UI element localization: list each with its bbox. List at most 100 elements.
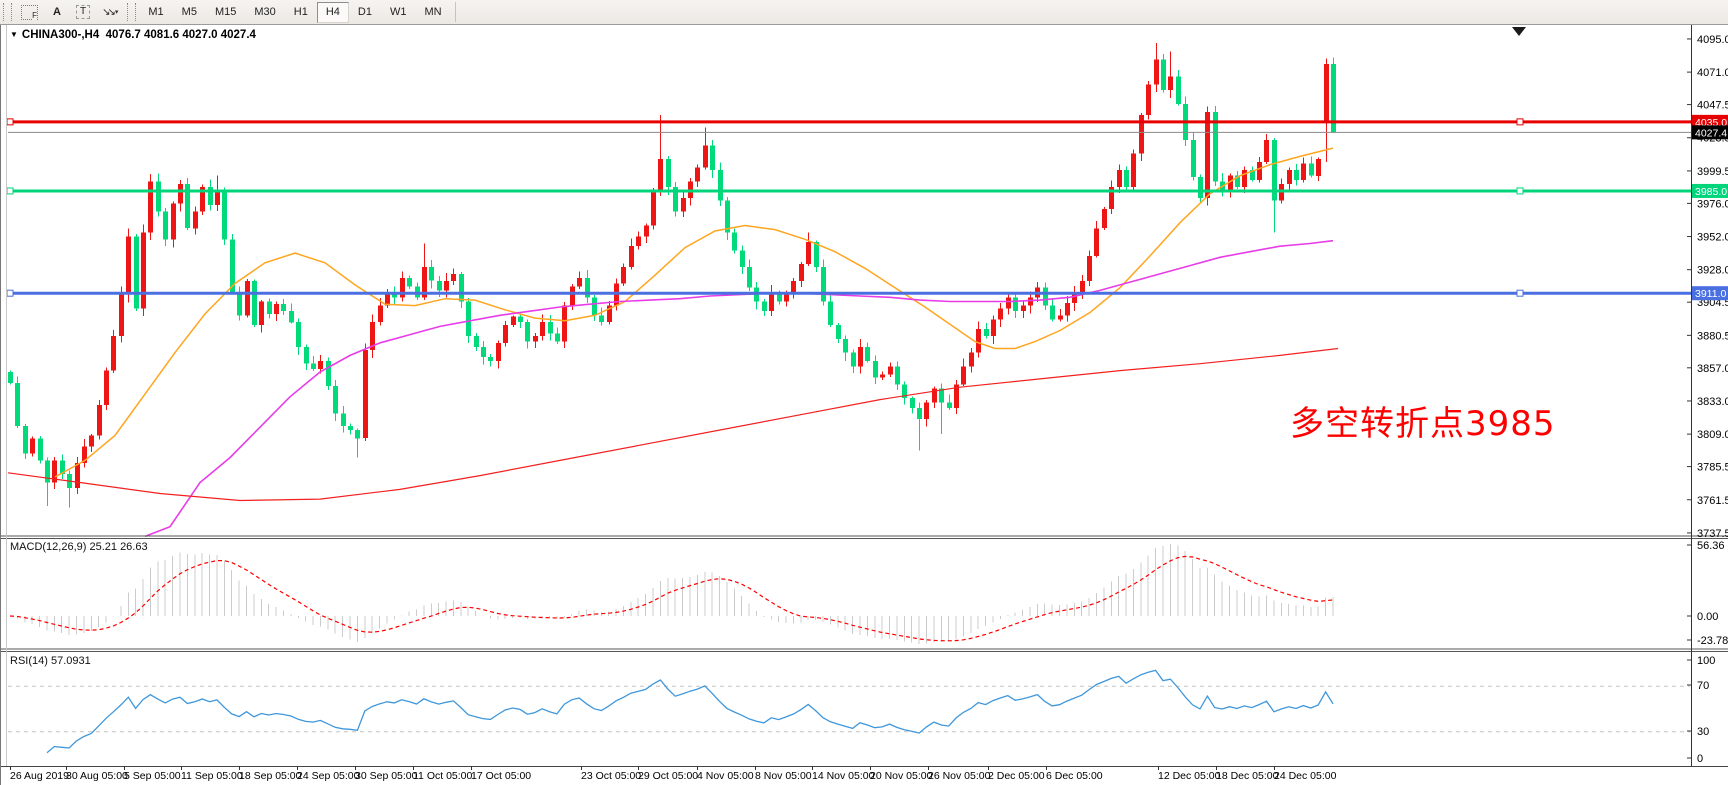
- time-tick-label: 29 Oct 05:00: [638, 770, 698, 782]
- timeframe-button-m1[interactable]: M1: [139, 2, 172, 23]
- rsi-panel[interactable]: [8, 652, 1690, 766]
- price-tick-label: 3833.0: [1697, 396, 1728, 408]
- time-tick-label: 30 Sep 05:00: [355, 770, 418, 782]
- price-tick-label: 3785.5: [1697, 462, 1728, 474]
- rsi-tick-label: 0: [1697, 753, 1703, 765]
- time-tick-label: 20 Nov 05:00: [870, 770, 933, 782]
- price-tick-label: 3952.0: [1697, 232, 1728, 244]
- time-tick-label: 11 Oct 05:00: [413, 770, 473, 782]
- shift-marker-icon[interactable]: [1512, 27, 1526, 36]
- toolbar-grip2[interactable]: [127, 3, 137, 21]
- hline-handle[interactable]: [1516, 289, 1524, 297]
- price-tick-label: 3809.0: [1697, 429, 1728, 441]
- hline-handle[interactable]: [1516, 118, 1524, 126]
- arrows-icon: ↘↘: [102, 6, 116, 18]
- chart-title: ▼ CHINA300-,H4 4076.7 4081.6 4027.0 4027.…: [10, 29, 256, 41]
- svg-text:4027.4: 4027.4: [1695, 127, 1727, 139]
- ma-slow-red-line: [7, 347, 1339, 502]
- ohlc-values: 4076.7 4081.6 4027.0 4027.4: [105, 29, 256, 41]
- time-tick-label: 24 Dec 05:00: [1274, 770, 1337, 782]
- price-badge-3911.0: 3911.0: [1692, 286, 1728, 301]
- rsi-value: 57.0931: [50, 655, 91, 667]
- rsi-line: [46, 669, 1334, 754]
- price-badge-4027.4: 4027.4: [1692, 125, 1728, 140]
- timeframe-button-mn[interactable]: MN: [415, 2, 450, 23]
- price-tick-label: 3976.0: [1697, 198, 1728, 210]
- time-axis[interactable]: [0, 766, 1728, 785]
- timeframe-button-m5[interactable]: M5: [173, 2, 206, 23]
- price-tick-label: 4071.0: [1697, 67, 1728, 79]
- price-badge-4035.0: 4035.0: [1692, 114, 1728, 129]
- svg-text:4035.0: 4035.0: [1695, 117, 1727, 129]
- chart-dropdown-arrow-icon[interactable]: ▼: [10, 30, 18, 39]
- timeframe-button-h4[interactable]: H4: [316, 1, 349, 23]
- price-tick-label: 3761.5: [1697, 495, 1728, 507]
- timeframe-button-m30[interactable]: M30: [245, 2, 284, 23]
- macd-name: MACD(12,26,9): [10, 541, 87, 553]
- price-tick-label: 3999.5: [1697, 166, 1728, 178]
- arrows-tool-button[interactable]: ↘↘ ▾: [97, 2, 123, 22]
- hline-handle[interactable]: [1516, 187, 1524, 195]
- rsi-tick-label: 70: [1697, 680, 1709, 692]
- rsi-tick-label: 30: [1697, 726, 1709, 738]
- svg-text:3985.0: 3985.0: [1695, 186, 1727, 198]
- macd-tick-label: 56.36: [1697, 540, 1725, 552]
- price-tick-label: 3928.0: [1697, 265, 1728, 277]
- timeframe-button-m15[interactable]: M15: [206, 2, 245, 23]
- time-tick-label: 17 Oct 05:00: [471, 770, 531, 782]
- price-tick-label: 3880.5: [1697, 330, 1728, 342]
- toolbar: F A T ↘↘ ▾ M1 M5 M15 M30 H1 H4 D1 W1 MN: [0, 0, 1728, 25]
- toolbar-separator: [454, 2, 456, 22]
- timeframe-button-h1[interactable]: H1: [285, 2, 317, 23]
- time-tick-label: 23 Oct 05:00: [581, 770, 641, 782]
- time-tick-label: 12 Dec 05:00: [1158, 770, 1221, 782]
- time-tick-label: 14 Nov 05:00: [812, 770, 875, 782]
- price-tick-label: 3737.5: [1697, 528, 1728, 540]
- timeframe-button-w1[interactable]: W1: [381, 2, 416, 23]
- price-tick-label: 3857.0: [1697, 363, 1728, 375]
- candles: [8, 43, 1336, 508]
- macd-indicator-label: MACD(12,26,9) 25.21 26.63: [10, 541, 148, 553]
- hline-handle[interactable]: [6, 187, 14, 195]
- text-label-tool-button[interactable]: T: [71, 2, 95, 22]
- price-axis[interactable]: [1691, 25, 1728, 766]
- time-tick-label: 4 Nov 05:00: [697, 770, 754, 782]
- price-tick-label: 4047.5: [1697, 100, 1728, 112]
- chart-grid-f-tool-button[interactable]: F: [16, 2, 43, 22]
- hline-handle[interactable]: [6, 289, 14, 297]
- font-a-icon[interactable]: A: [45, 2, 69, 22]
- timeframe-button-d1[interactable]: D1: [349, 2, 381, 23]
- time-tick-label: 11 Sep 05:00: [181, 770, 243, 782]
- time-tick-label: 26 Nov 05:00: [928, 770, 991, 782]
- timeframe-toolbar: M1 M5 M15 M30 H1 H4 D1 W1 MN: [139, 1, 450, 23]
- macd-tick-label: 0.00: [1697, 611, 1718, 623]
- grid-f-icon: F: [21, 4, 38, 20]
- svg-text:3911.0: 3911.0: [1695, 288, 1726, 300]
- time-tick-label: 6 Dec 05:00: [1046, 770, 1103, 782]
- toolbar-grip[interactable]: [3, 3, 12, 21]
- symbol-period-label: CHINA300-,H4: [21, 29, 100, 41]
- time-tick-label: 24 Sep 05:00: [297, 770, 360, 782]
- time-tick-label: 5 Sep 05:00: [124, 770, 181, 782]
- chevron-down-icon: ▾: [114, 9, 119, 16]
- hline-3911.0[interactable]: [6, 289, 1691, 297]
- time-tick-label: 18 Dec 05:00: [1216, 770, 1279, 782]
- price-badge-3985.0: 3985.0: [1692, 183, 1728, 198]
- hline-handle[interactable]: [6, 118, 14, 126]
- macd-tick-label: -23.78: [1697, 635, 1728, 647]
- rsi-tick-label: 100: [1697, 655, 1715, 667]
- ma-fast-orange-line: [54, 147, 1334, 478]
- rsi-indicator-label: RSI(14) 57.0931: [10, 655, 91, 667]
- macd-panel[interactable]: [8, 539, 1690, 646]
- time-tick-label: 2 Dec 05:00: [988, 770, 1045, 782]
- price-tick-label: 4095.0: [1697, 34, 1728, 46]
- main-chart-panel[interactable]: [8, 26, 1690, 535]
- time-tick-label: 8 Nov 05:00: [755, 770, 812, 782]
- macd-values: 25.21 26.63: [89, 541, 148, 553]
- macd-signal-line: [9, 555, 1334, 642]
- chart-text-annotation[interactable]: 多空转折点3985: [1290, 404, 1556, 444]
